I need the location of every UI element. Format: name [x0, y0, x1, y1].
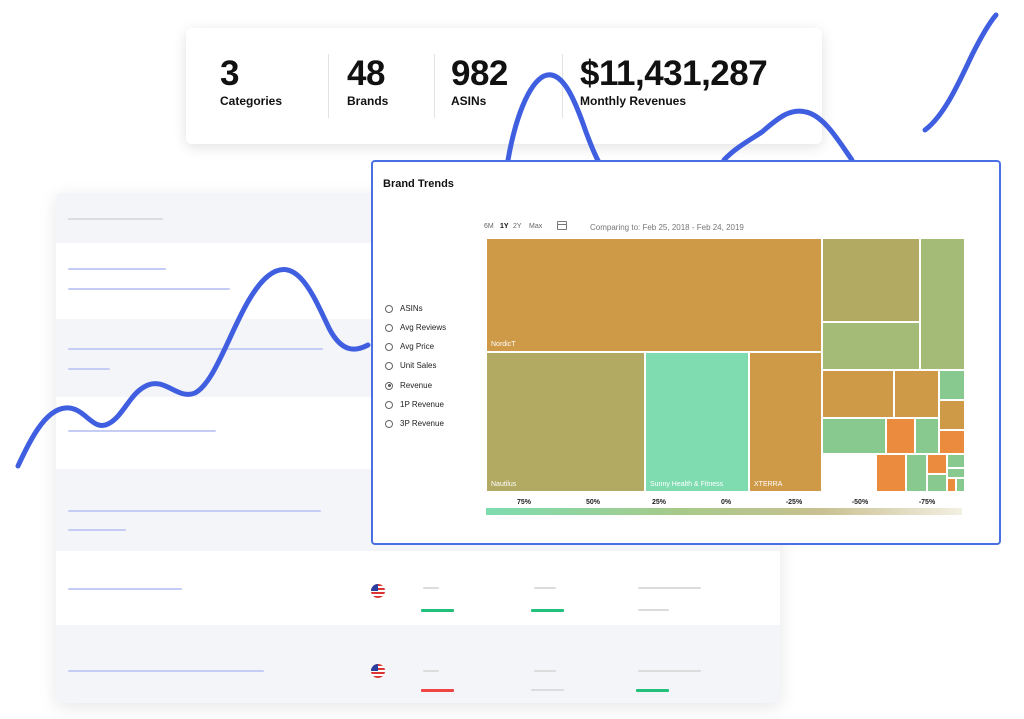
- radio-circle[interactable]: [385, 304, 393, 313]
- legend-tick: 25%: [651, 499, 667, 506]
- range-max[interactable]: Max: [529, 223, 543, 230]
- stat-brands: 48 Brands: [347, 54, 388, 108]
- stat-value: 48: [347, 54, 385, 93]
- treemap-cell[interactable]: [894, 370, 939, 418]
- radio-circle-selected[interactable]: [385, 381, 393, 390]
- legend-tick: -75%: [918, 499, 936, 506]
- stat-label: Monthly Revenues: [580, 94, 687, 108]
- stat-value: 3: [220, 54, 239, 93]
- stats-card: 3 Categories 48 Brands 982 ASINs $11,431…: [186, 28, 822, 144]
- radio-circle[interactable]: [385, 342, 393, 351]
- treemap-cell[interactable]: [947, 454, 965, 468]
- radio-revenue[interactable]: Revenue: [385, 381, 432, 390]
- table-row[interactable]: [56, 551, 780, 625]
- radio-label: 1P Revenue: [400, 400, 444, 409]
- treemap-label: Nautilus: [491, 481, 517, 488]
- treemap-cell[interactable]: [822, 322, 920, 370]
- us-flag-icon: [371, 584, 385, 598]
- legend-gradient-bar: [486, 508, 962, 515]
- treemap-cell[interactable]: [947, 468, 965, 478]
- radio-circle[interactable]: [385, 419, 393, 428]
- radio-unit-sales[interactable]: Unit Sales: [385, 361, 436, 370]
- radio-circle[interactable]: [385, 323, 393, 332]
- brand-trends-card: Brand Trends ASINs Avg Reviews Avg Price…: [371, 160, 1001, 545]
- treemap-cell[interactable]: [876, 454, 906, 492]
- treemap-cell-xterra[interactable]: XTERRA: [749, 352, 822, 492]
- treemap-cell[interactable]: [927, 474, 947, 492]
- stat-value: $11,431,287: [580, 54, 768, 93]
- radio-label: 3P Revenue: [400, 419, 444, 428]
- treemap-cell[interactable]: [822, 418, 886, 454]
- treemap-cell[interactable]: [906, 454, 927, 492]
- range-2y[interactable]: 2Y: [513, 223, 522, 230]
- treemap-cell[interactable]: [927, 454, 947, 474]
- stat-label: Brands: [347, 94, 389, 108]
- legend-tick: 50%: [585, 499, 601, 506]
- compare-text: Comparing to: Feb 25, 2018 - Feb 24, 201…: [590, 223, 744, 232]
- card-title: Brand Trends: [383, 178, 454, 190]
- radio-circle[interactable]: [385, 361, 393, 370]
- table-row[interactable]: [56, 625, 780, 703]
- radio-avg-price[interactable]: Avg Price: [385, 342, 434, 351]
- radio-avg-reviews[interactable]: Avg Reviews: [385, 323, 446, 332]
- treemap-label: Sunny Health & Fitness: [650, 481, 724, 488]
- radio-label: Revenue: [400, 381, 433, 390]
- treemap-cell-nautilus[interactable]: Nautilus: [486, 352, 645, 492]
- treemap-cell[interactable]: [947, 478, 956, 492]
- treemap-cell[interactable]: [920, 238, 965, 370]
- radio-label: Unit Sales: [400, 361, 437, 370]
- stat-value: 982: [451, 54, 508, 93]
- stat-categories: 3 Categories: [220, 54, 282, 108]
- stat-monthly-revenues: $11,431,287 Monthly Revenues: [580, 54, 768, 108]
- treemap-cell[interactable]: [939, 370, 965, 400]
- divider: [328, 54, 329, 118]
- range-6m[interactable]: 6M: [484, 223, 494, 230]
- legend-tick: 0%: [720, 499, 732, 506]
- divider: [562, 54, 563, 118]
- treemap-cell-nordict[interactable]: NordicT: [486, 238, 822, 352]
- treemap-cell[interactable]: [822, 238, 920, 322]
- radio-1p-revenue[interactable]: 1P Revenue: [385, 400, 444, 409]
- treemap-cell[interactable]: [956, 478, 965, 492]
- stat-label: Categories: [220, 94, 283, 108]
- range-1y[interactable]: 1Y: [500, 223, 509, 230]
- legend-tick: -25%: [785, 499, 803, 506]
- stat-asins: 982 ASINs: [451, 54, 508, 108]
- divider: [434, 54, 435, 118]
- legend-tick: 75%: [516, 499, 532, 506]
- radio-asins[interactable]: ASINs: [385, 304, 423, 313]
- treemap-cell[interactable]: [886, 418, 915, 454]
- treemap-label: XTERRA: [754, 481, 783, 488]
- us-flag-icon: [371, 664, 385, 678]
- radio-label: Avg Price: [400, 342, 435, 351]
- radio-label: ASINs: [400, 304, 423, 313]
- treemap-cell-sunny-health[interactable]: Sunny Health & Fitness: [645, 352, 749, 492]
- legend-tick: -50%: [851, 499, 869, 506]
- treemap-cell[interactable]: [822, 370, 894, 418]
- treemap-cell[interactable]: [915, 418, 939, 454]
- radio-3p-revenue[interactable]: 3P Revenue: [385, 419, 444, 428]
- calendar-icon[interactable]: [557, 221, 567, 230]
- radio-label: Avg Reviews: [400, 323, 447, 332]
- treemap-cell[interactable]: [939, 400, 965, 430]
- radio-circle[interactable]: [385, 400, 393, 409]
- stat-label: ASINs: [451, 94, 487, 108]
- treemap-cell[interactable]: [939, 430, 965, 454]
- treemap-label: NordicT: [491, 341, 516, 348]
